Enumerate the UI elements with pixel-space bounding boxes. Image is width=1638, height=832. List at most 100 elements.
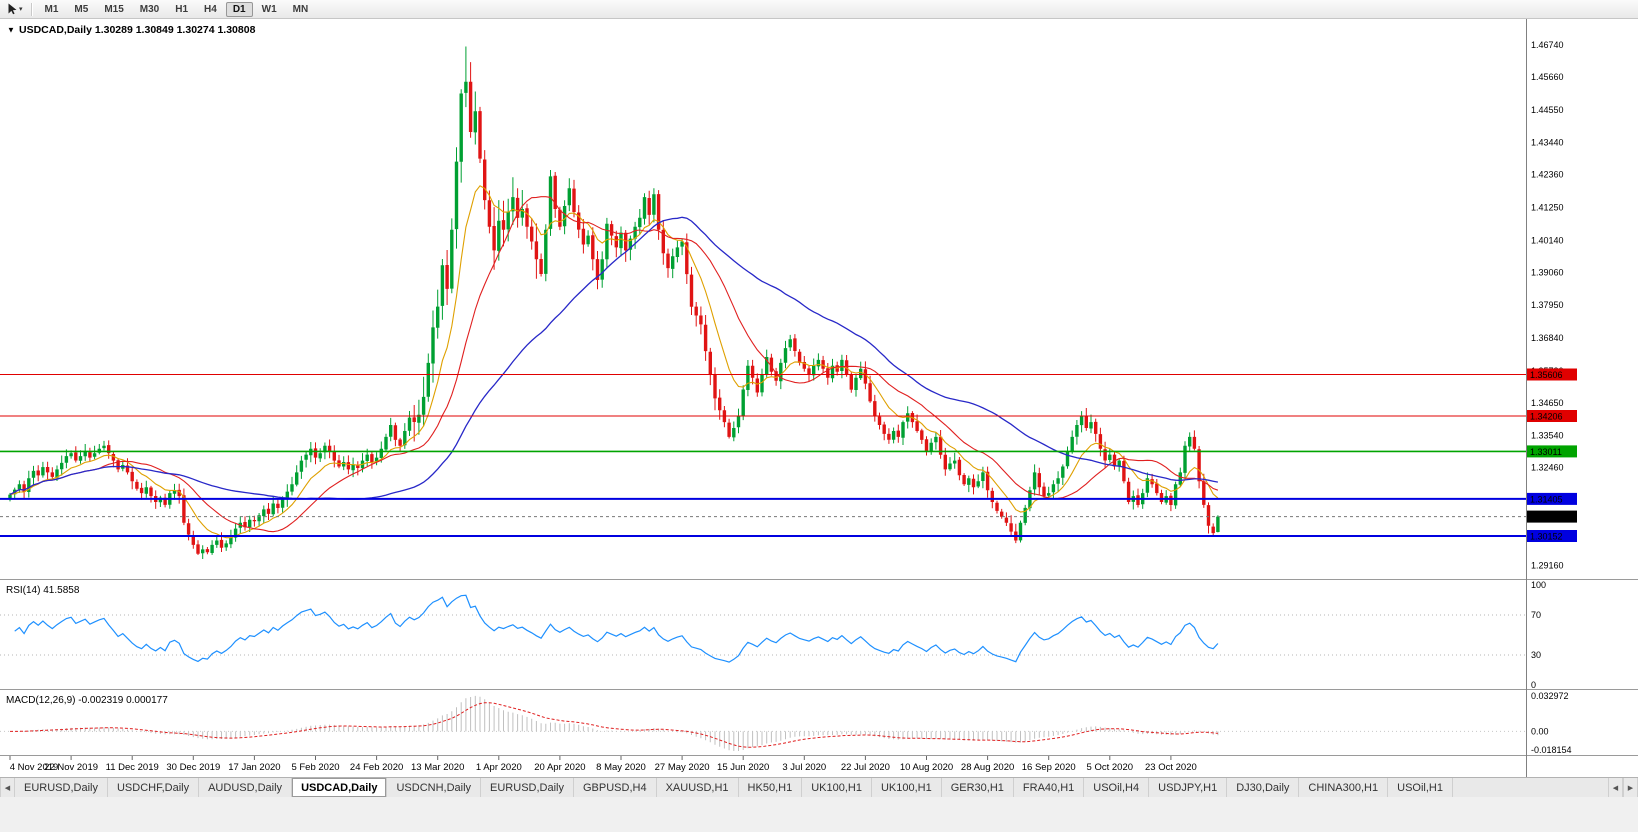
rsi-indicator-label: RSI(14) 41.5858 [6, 585, 80, 596]
price-axis-label: 1.34650 [1531, 398, 1564, 408]
price-badge-label: 1.31405 [1530, 494, 1563, 504]
price-axis-label: 1.45660 [1531, 72, 1564, 82]
price-badge [1527, 368, 1577, 381]
timeframe-button-group: M1 M5 M15 M30 H1 H4 D1 W1 MN [37, 1, 317, 17]
tab-scroll-right-button[interactable]: ▶ [1623, 778, 1638, 797]
rsi-axis-label: 30 [1531, 650, 1541, 660]
date-axis-label: 30 Dec 2019 [166, 762, 220, 773]
price-chart-svg[interactable]: 1.46740 1.45660 1.44550 1.43440 1.42360 1.412… [0, 19, 1638, 777]
chart-title-ohlc: USDCAD,Daily 1.30289 1.30849 1.30274 1.3… [19, 24, 256, 36]
timeframe-button-m15[interactable]: M15 [97, 2, 130, 17]
price-badge-label: 1.35606 [1530, 370, 1563, 380]
chart-background [0, 19, 1638, 777]
chart-tab-usdcad-daily[interactable]: USDCAD,Daily [292, 778, 388, 797]
chart-tab-usoil-h1[interactable]: USOil,H1 [1388, 778, 1453, 797]
ma-mid-line [9, 196, 1219, 533]
timeframe-button-w1[interactable]: W1 [255, 2, 284, 17]
macd-histogram [14, 695, 1219, 751]
date-axis-label: 15 Jun 2020 [717, 762, 769, 773]
ma-slow-line [9, 216, 1219, 500]
dropdown-caret-icon: ▾ [19, 5, 23, 13]
timeframe-button-h4[interactable]: H4 [197, 2, 224, 17]
date-axis-label: 17 Jan 2020 [228, 762, 280, 773]
price-axis-label: 1.32460 [1531, 463, 1564, 473]
macd-indicator-label: MACD(12,26,9) -0.002319 0.000177 [6, 695, 168, 706]
tab-scroll-left-end-button[interactable]: ◀ [1608, 778, 1623, 797]
price-axis-label: 1.29160 [1531, 560, 1564, 570]
price-badge [1527, 530, 1577, 542]
rsi-axis-label: 70 [1531, 610, 1541, 620]
chart-tab-usdjpy-h1[interactable]: USDJPY,H1 [1149, 778, 1228, 797]
toolbar-separator [30, 2, 32, 16]
date-axis-label: 5 Feb 2020 [291, 762, 339, 773]
date-axis-label: 16 Sep 2020 [1022, 762, 1076, 773]
date-axis-label: 11 Dec 2019 [106, 762, 159, 773]
date-axis-label: 13 Mar 2020 [411, 762, 464, 773]
tab-scroll-left-button[interactable]: ◀ [0, 778, 15, 797]
rsi-axis-label: 100 [1531, 580, 1546, 590]
price-axis-label: 1.44550 [1531, 105, 1564, 115]
chart-tab-usoil-h4[interactable]: USOil,H4 [1084, 778, 1150, 797]
chart-canvas[interactable]: 1.46740 1.45660 1.44550 1.43440 1.42360 1.412… [0, 19, 1638, 777]
price-badge-label: 1.30808 [1530, 512, 1563, 522]
timeframes-toolbar: ▾ M1 M5 M15 M30 H1 H4 D1 W1 MN [0, 0, 1638, 19]
price-badge [1527, 492, 1577, 505]
price-axis-label: 1.40140 [1531, 235, 1564, 245]
date-axis-label: 1 Apr 2020 [476, 762, 522, 773]
chart-menu-icon[interactable]: ▼ [7, 26, 15, 35]
date-axis-label: 24 Feb 2020 [350, 762, 403, 773]
chart-tab-hk50-h1[interactable]: HK50,H1 [739, 778, 803, 797]
price-axis-label: 1.33540 [1531, 431, 1564, 441]
macd-axis-zero-label: 0.00 [1531, 726, 1549, 736]
rsi-line [14, 594, 1219, 663]
chart-tab-china300-h1[interactable]: CHINA300,H1 [1299, 778, 1389, 797]
date-axis-label: 28 Aug 2020 [961, 762, 1014, 773]
ma-fast-line [9, 185, 1219, 539]
price-axis-label: 1.41250 [1531, 203, 1564, 213]
price-axis-label: 1.46740 [1531, 40, 1564, 50]
price-badge-label: 1.33011 [1530, 447, 1562, 457]
chart-tab-usdcnh-daily[interactable]: USDCNH,Daily [387, 778, 482, 797]
timeframe-button-mn[interactable]: MN [286, 2, 316, 17]
chart-tab-usdchf-daily[interactable]: USDCHF,Daily [108, 778, 200, 797]
chart-tab-bar: ◀ EURUSD,Daily USDCHF,Daily AUDUSD,Daily US… [0, 777, 1638, 797]
chart-tab-audusd-daily[interactable]: AUDUSD,Daily [199, 778, 293, 797]
timeframe-button-m1[interactable]: M1 [38, 2, 66, 17]
rsi-axis-label: 0 [1531, 680, 1536, 690]
date-axis-label: 22 Nov 2019 [44, 762, 98, 773]
price-axis-label: 1.36840 [1531, 333, 1564, 343]
chart-tab-eurusd-daily[interactable]: EURUSD,Daily [15, 778, 108, 797]
macd-signal-line [10, 702, 1218, 748]
price-axis-label: 1.37950 [1531, 300, 1564, 310]
timeframe-button-m5[interactable]: M5 [67, 2, 95, 17]
chart-tab-ger30-h1[interactable]: GER30,H1 [942, 778, 1014, 797]
chart-tab-uk100-h1[interactable]: UK100,H1 [872, 778, 942, 797]
date-axis-label: 10 Aug 2020 [900, 762, 953, 773]
date-axis-label: 22 Jul 2020 [841, 762, 890, 773]
macd-axis-top-label: 0.032972 [1531, 691, 1569, 701]
date-axis-label: 3 Jul 2020 [782, 762, 826, 773]
chart-tab-eurusd-daily[interactable]: EURUSD,Daily [481, 778, 574, 797]
date-axis-label: 27 May 2020 [655, 762, 710, 773]
date-axis-label: 20 Apr 2020 [534, 762, 585, 773]
date-axis-label: 23 Oct 2020 [1145, 762, 1197, 773]
status-strip [0, 797, 1638, 832]
price-badge [1527, 445, 1577, 458]
timeframe-button-d1[interactable]: D1 [225, 1, 253, 17]
timeframe-button-h1[interactable]: H1 [168, 2, 195, 17]
price-axis-label: 1.43440 [1531, 138, 1564, 148]
chart-cursor-tool-button[interactable]: ▾ [4, 2, 26, 16]
timeframe-button-m30[interactable]: M30 [133, 2, 166, 17]
date-axis-label: 4 Nov 2019 [10, 762, 59, 773]
price-axis-label: 1.42360 [1531, 170, 1564, 180]
chart-tab-uk100-h1[interactable]: UK100,H1 [802, 778, 872, 797]
chart-tab-xauusd-h1[interactable]: XAUUSD,H1 [657, 778, 739, 797]
date-axis-label: 5 Oct 2020 [1087, 762, 1133, 773]
chart-tab-dj30-daily[interactable]: DJ30,Daily [1227, 778, 1300, 797]
macd-axis-bottom-label: -0.018154 [1531, 745, 1572, 755]
chart-tab-gbpusd-h4[interactable]: GBPUSD,H4 [574, 778, 657, 797]
price-badge [1527, 410, 1577, 422]
chart-tab-fra40-h1[interactable]: FRA40,H1 [1014, 778, 1085, 797]
price-badge-label: 1.30152 [1530, 532, 1563, 542]
